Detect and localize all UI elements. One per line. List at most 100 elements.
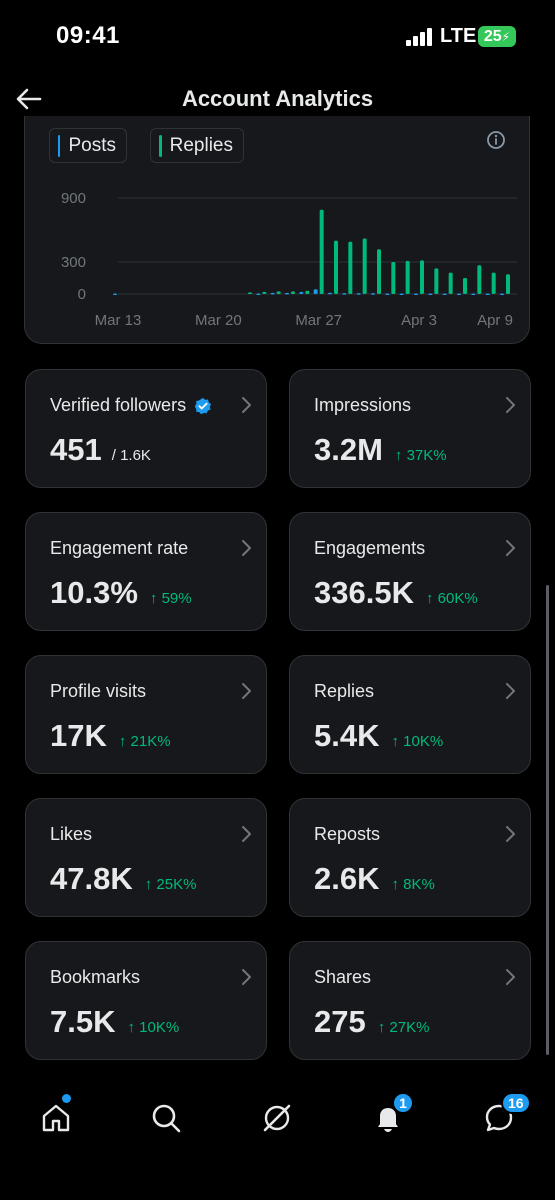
- tab-home[interactable]: [36, 1094, 76, 1138]
- bar-posts[interactable]: [414, 293, 418, 295]
- metric-label-text: Impressions: [314, 395, 412, 415]
- bar-replies[interactable]: [491, 272, 496, 294]
- x-tick-label: Apr 9: [477, 312, 513, 329]
- bar-posts[interactable]: [113, 293, 117, 295]
- bar-replies[interactable]: [319, 209, 324, 294]
- home-notification-dot: [62, 1094, 71, 1103]
- metric-card-engagement-rate[interactable]: Engagement rate 10.3% ↑ 59%: [25, 512, 267, 631]
- bar-replies[interactable]: [463, 278, 467, 294]
- metric-card-engagements[interactable]: Engagements 336.5K ↑ 60K%: [289, 512, 531, 631]
- metric-value: 451: [50, 432, 102, 467]
- metric-card-bookmarks[interactable]: Bookmarks 7.5K ↑ 10K%: [25, 941, 267, 1060]
- legend-item-replies[interactable]: Replies: [150, 128, 244, 163]
- bar-replies[interactable]: [248, 292, 252, 294]
- bar-replies[interactable]: [262, 291, 267, 294]
- metric-row: 17K ↑ 21K%: [50, 718, 171, 754]
- network-type: LTE: [440, 25, 477, 47]
- metric-label-text: Likes: [50, 824, 93, 844]
- metric-label-text: Reposts: [314, 824, 381, 844]
- metric-delta: ↑ 59%: [149, 590, 192, 607]
- bar-replies[interactable]: [362, 238, 367, 294]
- metric-label-text: Verified followers: [50, 395, 187, 415]
- bar-replies[interactable]: [391, 262, 396, 294]
- tab-messages[interactable]: 16: [479, 1092, 531, 1138]
- bar-posts[interactable]: [485, 293, 490, 295]
- x-tick-label: Mar 13: [95, 312, 142, 329]
- bar-replies[interactable]: [477, 265, 482, 294]
- bar-replies[interactable]: [334, 240, 338, 294]
- bar-posts[interactable]: [500, 293, 504, 295]
- metric-value: 336.5K: [314, 575, 414, 610]
- metric-row: 7.5K ↑ 10K%: [50, 1004, 179, 1040]
- metric-label-text: Bookmarks: [50, 967, 141, 987]
- metric-delta: ↑ 25K%: [144, 876, 197, 893]
- bell-icon: [378, 1108, 398, 1132]
- legend-swatch-replies: [159, 134, 162, 157]
- metric-card-shares[interactable]: Shares 275 ↑ 27K%: [289, 941, 531, 1060]
- bar-replies[interactable]: [506, 274, 510, 294]
- x-tick-label: Mar 27: [295, 312, 342, 329]
- metric-card-profile-visits[interactable]: Profile visits 17K ↑ 21K%: [25, 655, 267, 774]
- metric-label: Profile visits: [50, 681, 146, 702]
- bar-replies[interactable]: [276, 291, 281, 294]
- bar-posts[interactable]: [285, 292, 289, 295]
- messages-badge: 16: [501, 1092, 531, 1114]
- bar-posts[interactable]: [270, 292, 275, 295]
- metric-value: 2.6K: [314, 861, 380, 896]
- metric-card-impressions[interactable]: Impressions 3.2M ↑ 37K%: [289, 369, 531, 488]
- chevron-right-icon: [506, 969, 515, 985]
- bar-replies[interactable]: [348, 241, 353, 294]
- tab-grok[interactable]: [257, 1098, 297, 1138]
- tab-bar: 1 16: [0, 1080, 555, 1200]
- metric-label: Engagements: [314, 538, 425, 559]
- bar-posts[interactable]: [442, 293, 447, 295]
- bar-posts[interactable]: [471, 293, 476, 295]
- metric-card-verified-followers[interactable]: Verified followers 451 / 1.6K: [25, 369, 267, 488]
- bar-posts[interactable]: [457, 293, 461, 295]
- x-tick-label: Mar 20: [195, 312, 242, 329]
- metric-row: 2.6K ↑ 8K%: [314, 861, 435, 897]
- metric-value: 47.8K: [50, 861, 133, 896]
- messages-icon: [485, 1104, 513, 1132]
- y-tick-label: 900: [61, 190, 86, 207]
- metric-label-text: Replies: [314, 681, 375, 701]
- tab-search[interactable]: [146, 1098, 186, 1138]
- bar-replies[interactable]: [420, 260, 424, 294]
- home-icon: [42, 1104, 70, 1132]
- bar-replies[interactable]: [448, 272, 453, 294]
- bar-posts[interactable]: [428, 293, 433, 295]
- info-icon[interactable]: [486, 130, 506, 150]
- chevron-right-icon: [242, 826, 251, 842]
- bar-posts[interactable]: [256, 293, 261, 295]
- bar-posts[interactable]: [299, 291, 304, 294]
- bar-posts[interactable]: [399, 293, 404, 295]
- bar-posts[interactable]: [313, 289, 318, 294]
- legend-label-replies: Replies: [169, 134, 233, 156]
- metric-card-replies[interactable]: Replies 5.4K ↑ 10K%: [289, 655, 531, 774]
- status-time: 09:41: [56, 22, 120, 49]
- chevron-right-icon: [506, 683, 515, 699]
- arrow-left-icon: [16, 88, 42, 110]
- status-bar: 09:41 LTE 25 ⚡: [0, 0, 555, 74]
- metric-delta: ↑ 10K%: [391, 733, 444, 750]
- legend-item-posts[interactable]: Posts: [49, 128, 127, 163]
- bar-posts[interactable]: [328, 292, 332, 295]
- bar-replies[interactable]: [405, 260, 410, 294]
- bar-posts[interactable]: [371, 293, 375, 295]
- bar-replies[interactable]: [291, 291, 295, 294]
- bar-posts[interactable]: [356, 293, 361, 295]
- chevron-right-icon: [506, 540, 515, 556]
- metric-card-likes[interactable]: Likes 47.8K ↑ 25K%: [25, 798, 267, 917]
- bar-replies[interactable]: [305, 290, 310, 294]
- back-button[interactable]: [12, 82, 46, 116]
- tab-notifications[interactable]: 1: [368, 1092, 414, 1138]
- bar-replies[interactable]: [377, 249, 381, 294]
- bar-posts[interactable]: [342, 293, 347, 295]
- bar-replies[interactable]: [434, 268, 439, 294]
- metric-label: Replies: [314, 681, 374, 702]
- bar-posts[interactable]: [385, 293, 390, 295]
- scrollbar[interactable]: [546, 585, 549, 1055]
- metric-card-reposts[interactable]: Reposts 2.6K ↑ 8K%: [289, 798, 531, 917]
- verified-badge-icon: [194, 397, 212, 414]
- metric-label: Verified followers: [50, 395, 212, 416]
